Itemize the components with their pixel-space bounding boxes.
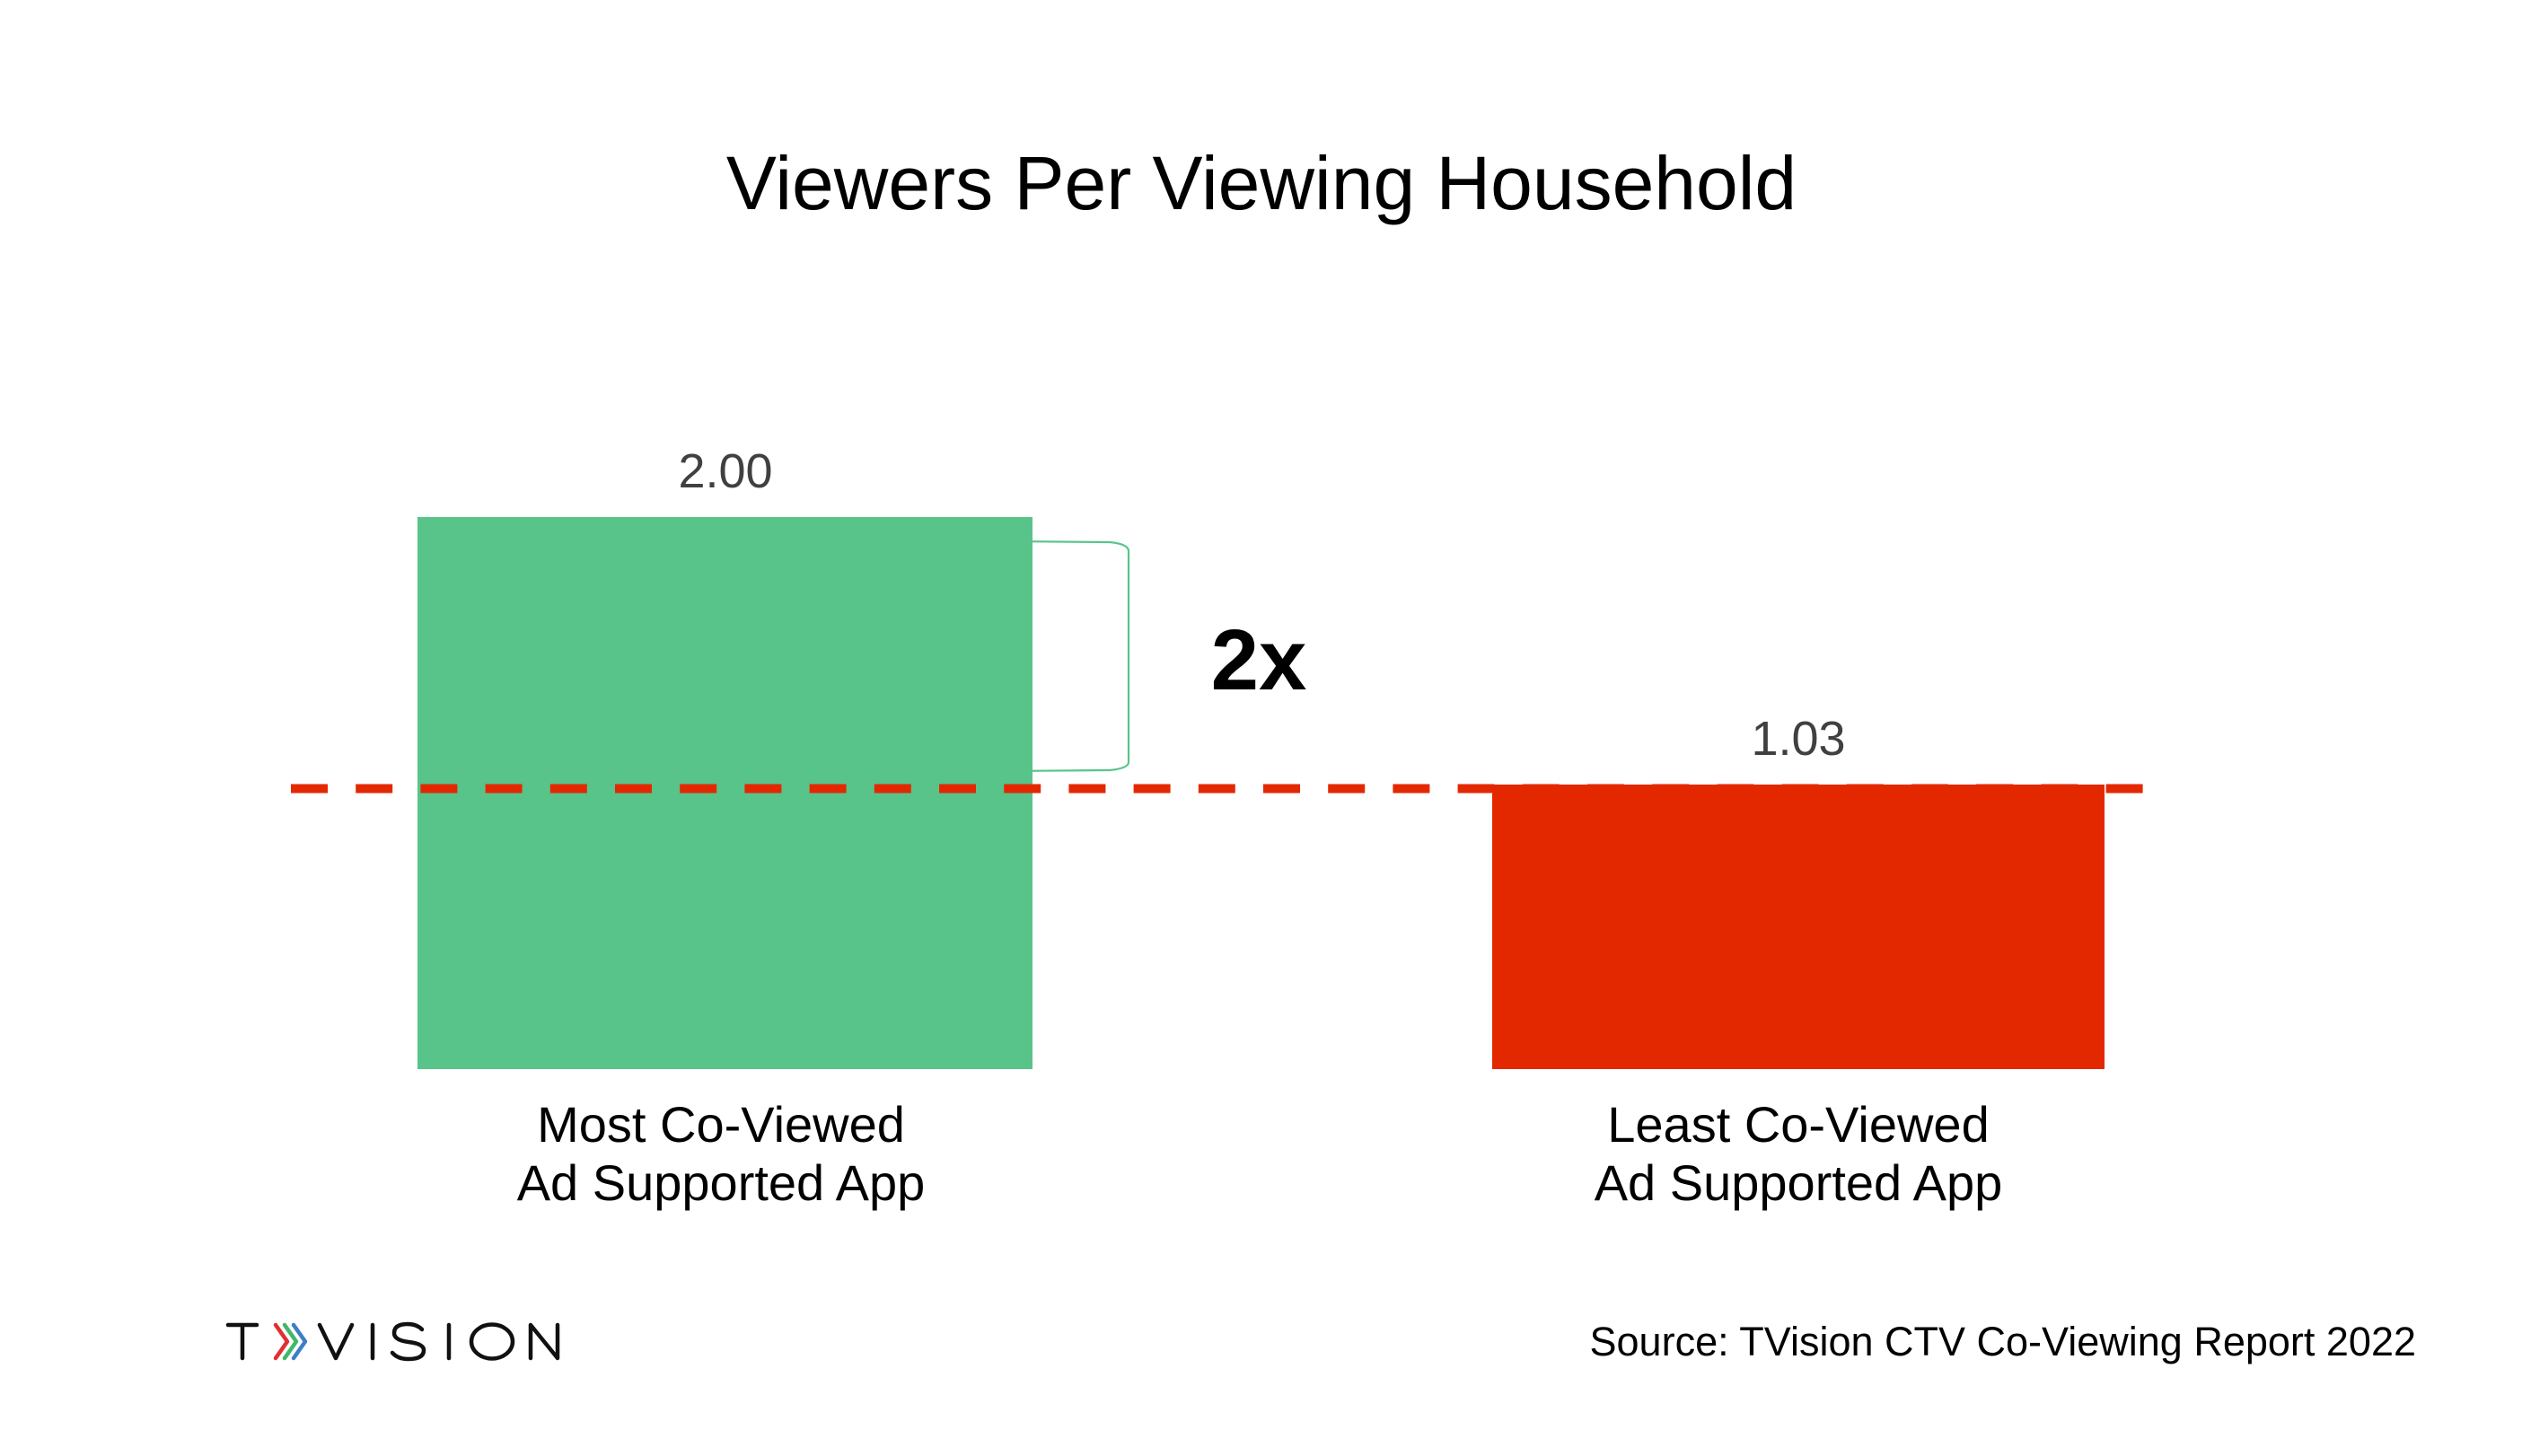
logo-letter-t (225, 1322, 259, 1361)
triple-chevron-icon (273, 1322, 308, 1361)
logo-letter-s (390, 1321, 426, 1362)
category-label-most-line1: Most Co-Viewed (537, 1096, 905, 1153)
source-citation: Source: TVision CTV Co-Viewing Report 20… (1590, 1319, 2416, 1364)
category-label-most-line2: Ad Supported App (517, 1154, 926, 1211)
tvision-logo (225, 1321, 560, 1362)
bracket-icon (1007, 539, 1130, 773)
value-label-least: 1.03 (1751, 712, 1845, 766)
category-label-least-line1: Least Co-Viewed (1607, 1096, 1989, 1153)
chart-title: Viewers Per Viewing Household (726, 141, 1797, 225)
callout-2x-label: 2x (1211, 612, 1307, 708)
bar-least-co-viewed (1492, 785, 2105, 1069)
category-label-least-line2: Ad Supported App (1595, 1154, 2003, 1211)
value-label-most: 2.00 (678, 444, 772, 498)
logo-letter-v (317, 1322, 355, 1361)
logo-letter-o (469, 1322, 515, 1361)
logo-letter-n (528, 1322, 560, 1361)
